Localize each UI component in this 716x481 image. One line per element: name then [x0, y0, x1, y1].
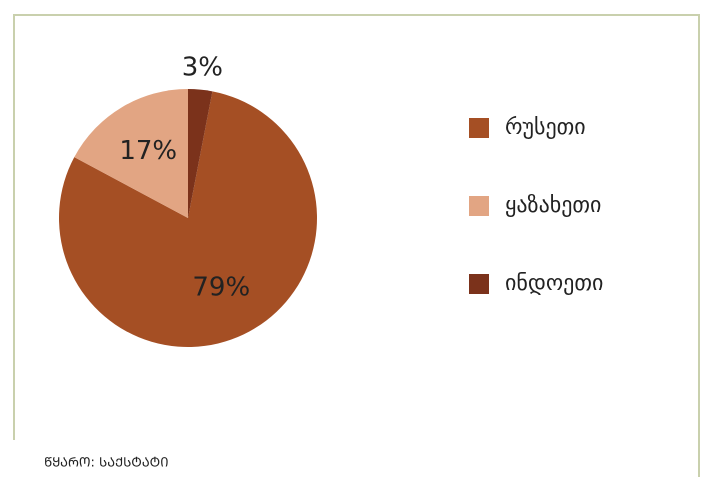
legend-label: რუსეთი [505, 115, 586, 140]
pie-slice [58, 91, 317, 347]
legend-swatch [469, 118, 489, 138]
source: ᲬᲧᲐᲠᲝ: ᲡᲐᲥᲡᲢᲐᲢᲘ [44, 456, 168, 471]
pie-slice [188, 89, 213, 218]
legend-label: ყაზახეთი [505, 193, 601, 218]
legend-label: ინდოეთი [505, 271, 603, 296]
pie-slice [74, 89, 188, 218]
data-label: 17% [119, 136, 177, 166]
data-label: 79% [192, 272, 250, 302]
legend-swatch [469, 196, 489, 216]
frame [13, 14, 700, 477]
data-label: 3% [182, 52, 223, 82]
legend-swatch [469, 274, 489, 294]
